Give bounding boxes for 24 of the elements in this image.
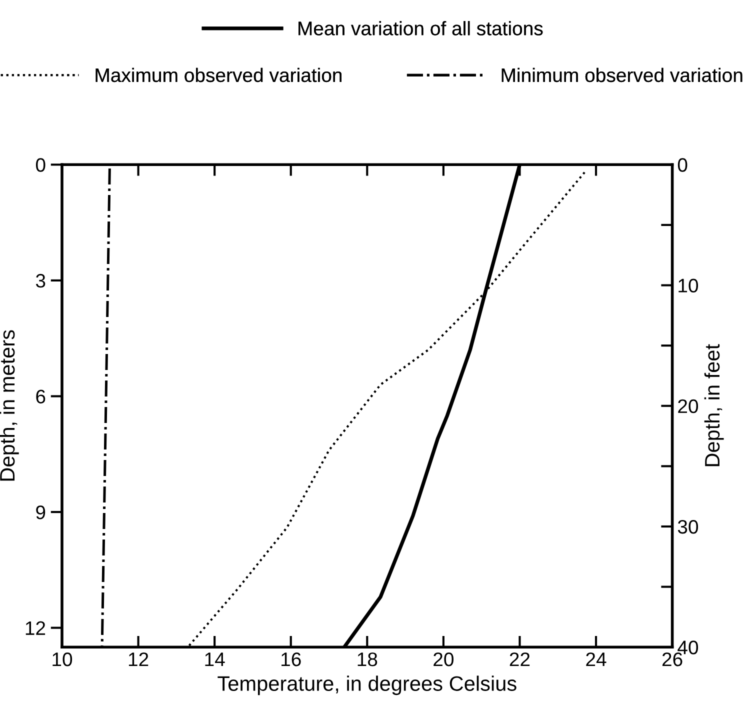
x-tick-label: 14	[205, 652, 225, 666]
y2-axis-title: Depth, in feet	[704, 344, 724, 466]
x-tick-label: 20	[434, 652, 454, 666]
x-tick-label: 26	[662, 652, 682, 666]
y2-tick-label: 40	[678, 640, 698, 654]
y2-tick-label: 0	[678, 158, 688, 172]
y2-tick-label: 20	[678, 399, 698, 414]
x-axis-title: Temperature, in degrees Celsius	[218, 676, 516, 696]
x-tick-label: 10	[52, 652, 72, 666]
y2-tick-label: 10	[678, 278, 698, 292]
x-tick-label: 12	[128, 652, 148, 666]
y-tick-label: 0	[36, 158, 46, 172]
y2-tick-label: 30	[678, 520, 698, 534]
y-tick-label: 6	[36, 390, 46, 404]
legend-label: Mean variation of all stations	[298, 21, 543, 36]
y-tick-label: 9	[36, 505, 46, 520]
y-tick-label: 12	[26, 621, 46, 635]
x-tick-label: 22	[510, 652, 530, 666]
legend-label: Maximum observed variation	[96, 68, 342, 82]
y-tick-label: 3	[36, 274, 46, 288]
x-tick-label: 18	[358, 652, 378, 666]
x-tick-label: 16	[282, 652, 301, 666]
legend-label: Minimum observed variation	[502, 68, 742, 82]
x-tick-label: 24	[586, 652, 606, 666]
